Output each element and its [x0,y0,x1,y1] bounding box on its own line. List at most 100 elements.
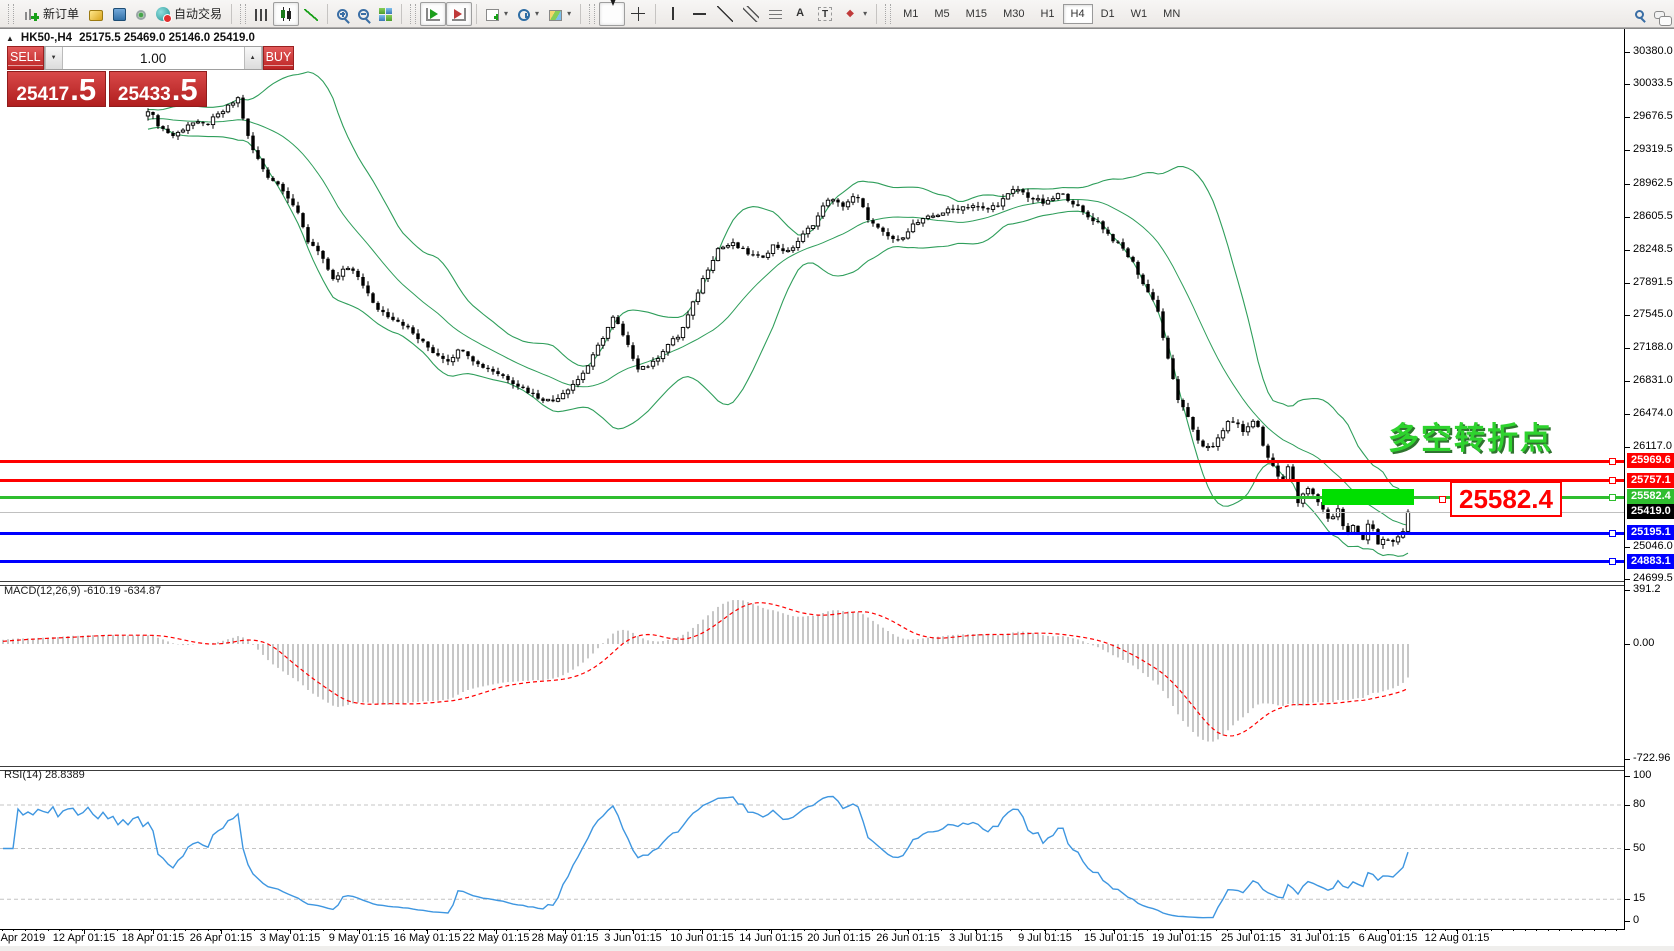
timeframe-m5-button[interactable]: M5 [926,4,957,24]
price-axis-tick-label: 28962.5 [1633,177,1673,189]
annotation-text[interactable]: 多空转折点 [1388,421,1553,456]
x-axis-minor-tick [1055,929,1056,931]
hline-resistance-1[interactable] [0,458,1624,465]
search-button[interactable] [1630,2,1649,26]
toolbar-separator [476,3,478,24]
timeframe-w1-button[interactable]: W1 [1123,4,1156,24]
toolbar-grip[interactable] [885,3,892,24]
clock-icon [518,8,531,21]
buy-price-button[interactable]: 25433.5 [108,71,207,107]
x-axis-label: 16 May 01:15 [393,932,461,944]
vertical-line-tool-button[interactable] [660,2,686,26]
buy-button[interactable]: BUY [262,46,295,70]
pivot-rectangle[interactable] [1322,489,1414,505]
arrows-tool-button[interactable]: ◆ ▾ [837,2,872,26]
x-axis-minor-tick [620,929,621,931]
bar-chart-button[interactable] [250,2,273,26]
collapse-panel-icon[interactable]: ▲ [6,33,14,43]
x-axis-minor-tick [197,929,198,931]
x-axis-tick [221,929,222,934]
indicators-button[interactable]: ▾ [481,2,513,26]
price-axis-tick-label: 29676.5 [1633,110,1673,122]
alerts-button[interactable] [131,2,151,26]
tile-windows-button[interactable] [374,2,397,26]
candlestick-chart-button[interactable] [273,1,300,26]
fibonacci-tool-button[interactable] [764,2,787,26]
timeframe-d1-button[interactable]: D1 [1093,4,1123,24]
profile-button[interactable] [84,2,108,26]
toolbar-grip[interactable] [410,3,417,24]
buy-price-main: 25433 [117,84,171,105]
x-axis-minor-tick [1239,929,1240,931]
trendline-tool-button[interactable] [712,2,738,26]
toolbar-grip[interactable] [589,3,596,24]
channel-tool-button[interactable] [738,2,764,26]
x-axis-minor-tick [1525,929,1526,931]
x-axis-label: 12 Apr 01:15 [52,932,116,944]
x-axis-minor-tick [1559,929,1560,931]
cursor-tool-button[interactable] [599,0,626,26]
sell-button[interactable]: SELL [7,46,44,70]
x-axis-minor-tick [1284,929,1285,931]
hline-bid-price[interactable] [0,512,1624,513]
zoom-in-button[interactable] [332,2,353,26]
hline-support-1[interactable] [0,530,1624,537]
cursor-icon [608,0,619,21]
x-axis-minor-tick [1594,929,1595,931]
x-axis-minor-tick [1353,929,1354,931]
x-axis-minor-tick [678,929,679,931]
hline-resistance-2[interactable] [0,477,1624,484]
chart-window[interactable]: 30380.0 30033.5 29676.5 29319.5 28962.5 28605… [0,28,1674,951]
timeframe-h1-button[interactable]: H1 [1032,4,1062,24]
auto-scroll-button[interactable] [420,1,447,26]
rsi-pane-separator[interactable] [0,766,1624,771]
x-axis-minor-tick [1571,929,1572,931]
x-axis-minor-tick [1342,929,1343,931]
new-order-button[interactable]: 新订单 [18,2,84,26]
x-axis-label: 9 May 01:15 [328,932,390,944]
x-axis-tick [427,929,428,934]
templates-button[interactable]: ▾ [544,2,576,26]
lot-size-input[interactable] [62,47,244,69]
search-icon [1635,10,1644,19]
autotrade-button[interactable]: 自动交易 [151,2,227,26]
timeframe-m1-button[interactable]: M1 [895,4,926,24]
autotrade-label: 自动交易 [174,7,223,21]
x-axis-minor-tick [586,929,587,931]
timeframe-m30-button[interactable]: M30 [995,4,1032,24]
line-chart-button[interactable] [299,2,323,26]
macd-pane-separator[interactable] [0,581,1624,586]
chart-shift-button[interactable] [446,1,473,26]
hline-support-2[interactable] [0,558,1624,565]
timeframe-mn-button[interactable]: MN [1155,4,1188,24]
x-axis-minor-tick [723,929,724,931]
x-axis-minor-tick [1479,929,1480,931]
toolbar-grip[interactable] [8,3,14,24]
chat-button[interactable] [1649,2,1672,26]
zoom-out-button[interactable] [353,2,374,26]
x-axis-minor-tick [185,929,186,931]
x-axis-label: 26 Apr 01:15 [189,932,253,944]
crosshair-tool-button[interactable] [625,2,651,26]
timeframe-m15-button[interactable]: M15 [958,4,995,24]
x-axis-minor-tick [82,929,83,931]
text-tool-button[interactable]: A [787,2,813,26]
x-axis-minor-tick [391,929,392,931]
periods-button[interactable]: ▾ [513,2,544,26]
lot-decrease-button[interactable]: ▼ [44,47,63,69]
hline-pivot-green[interactable] [0,494,1624,501]
lot-increase-button[interactable]: ▲ [243,47,262,69]
timeframe-group: M1 M5 M15 M30 H1 H4 D1 W1 MN [895,3,1188,24]
horizontal-line-tool-button[interactable] [686,2,712,26]
price-label-pivot-green: 25582.4 [1627,489,1674,504]
x-axis-minor-tick [952,929,953,931]
timeframe-h4-button[interactable]: H4 [1062,3,1093,24]
price-label-box[interactable]: 25582.4 [1439,481,1562,517]
text-label-tool-button[interactable]: T [813,2,837,26]
x-axis-label: 14 Jun 01:15 [739,932,803,944]
price-label-anchor-icon [1439,496,1446,503]
x-axis-minor-tick [1468,929,1469,931]
market-depth-button[interactable] [108,2,131,26]
sell-price-button[interactable]: 25417.5 [7,71,106,107]
toolbar-grip[interactable] [240,3,247,24]
